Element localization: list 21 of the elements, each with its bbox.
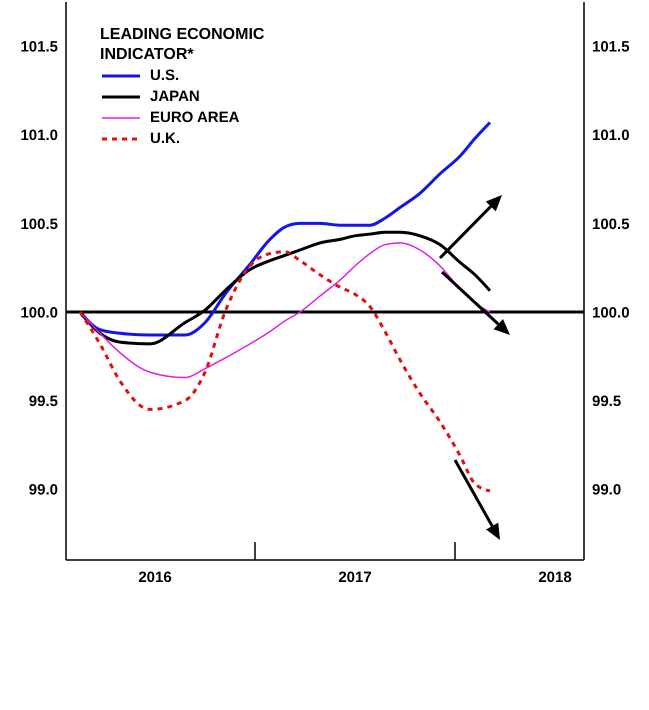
legend-label: JAPAN xyxy=(149,87,201,107)
y-tick-label: 101.0 xyxy=(20,127,58,144)
y-tick-label: 99.5 xyxy=(28,392,58,410)
y2-tick-label: 99.0 xyxy=(592,481,622,498)
x-tick-label: 2018 xyxy=(538,569,572,586)
y-tick-label: 100.0 xyxy=(20,304,58,322)
y2-tick-label: 100.0 xyxy=(592,304,630,322)
y2-tick-label: 101.0 xyxy=(592,127,630,144)
legend-label: EURO AREA xyxy=(149,108,240,128)
x-tick-label: 2017 xyxy=(338,569,372,586)
legend-title: LEADING ECONOMIC INDICATOR* xyxy=(100,25,266,65)
y-tick-label: 100.5 xyxy=(20,216,58,233)
legend-label: U.S. xyxy=(149,66,180,86)
y-tick-label: 99.0 xyxy=(28,481,58,498)
x-tick-label: 2016 xyxy=(138,569,172,586)
y2-tick-label: 99.5 xyxy=(592,392,622,410)
legend-label: U.K. xyxy=(149,129,181,149)
y2-tick-label: 100.5 xyxy=(592,216,630,233)
line-series xyxy=(78,250,492,492)
y2-tick-label: 101.5 xyxy=(592,38,630,56)
y-tick-label: 101.5 xyxy=(20,38,58,56)
